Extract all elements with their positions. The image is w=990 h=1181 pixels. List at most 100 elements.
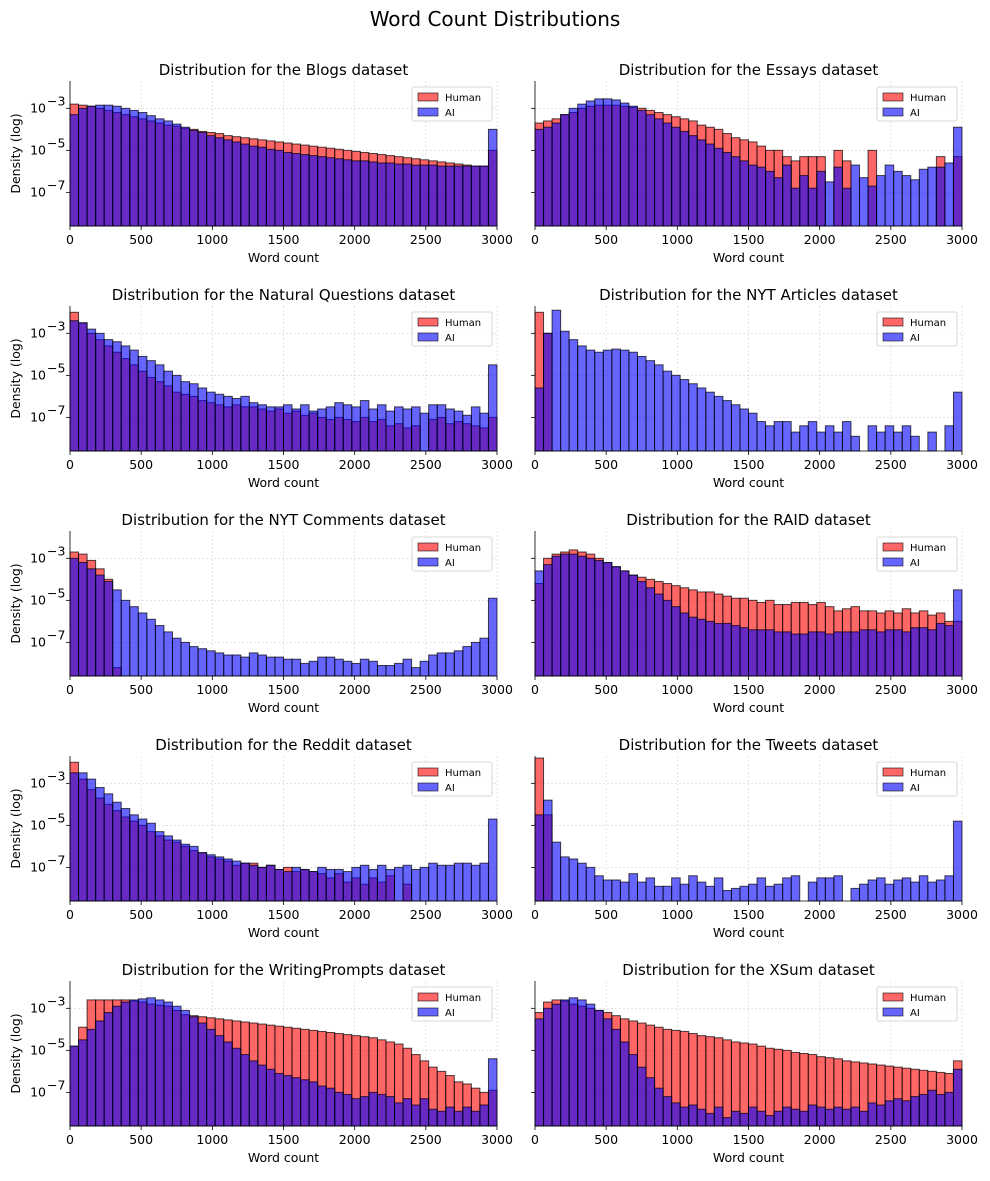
bar-ai [628,1054,638,1127]
legend-label-human: Human [445,93,481,104]
bar-ai [274,868,284,902]
bar-ai [910,435,920,452]
x-tick-label: 3000 [946,457,978,472]
bar-ai [952,391,963,452]
legend-swatch-ai [882,332,904,342]
bar-ai [163,631,173,677]
bar-ai [645,587,656,677]
bar-ai [112,1005,122,1127]
bar-ai [730,156,741,227]
bar-ai [308,871,319,902]
bar-ai [180,641,191,677]
bar-ai [112,589,122,677]
bar-ai [816,1106,826,1127]
bar-ai [308,155,319,227]
bar-ai [927,431,937,452]
bar-ai [807,421,818,452]
bar-ai [688,875,698,902]
bar-ai [351,662,361,677]
legend: Human AI [876,761,958,797]
bar-ai [180,1009,191,1127]
figure-title: Word Count Distributions [370,7,621,31]
y-tick-label: 10 [30,1000,46,1015]
bar-ai [197,131,208,227]
bar-ai [619,570,630,677]
legend: Human AI [876,86,958,122]
bar-ai [231,397,242,452]
x-tick-label: 3000 [481,457,513,472]
x-tick-label: 2500 [410,682,442,697]
bar-ai [120,808,131,902]
bar-ai [884,425,895,452]
legend-label-human: Human [445,318,481,329]
bar-ai [154,118,165,227]
bar-ai [730,625,741,677]
bar-ai [300,868,310,902]
x-tick-label: 1500 [733,232,765,247]
legend-label-human: Human [445,543,481,554]
bar-ai [850,1106,861,1127]
legend-label-ai: AI [445,1008,455,1019]
bar-ai [274,1072,284,1127]
bar-human [722,1039,732,1127]
chart-panel: 0 500 1000 1500 2000 2500 3000 Word count Distri… [531,61,978,265]
bar-ai [824,633,835,677]
bar-ai [197,648,208,677]
bar-ai [662,122,673,227]
bar-ai [385,664,396,677]
y-tick-exponent: −5 [47,1035,65,1050]
legend-label-human: Human [910,318,946,329]
bar-ai [756,629,767,677]
bar-ai [436,404,447,452]
bar-ai [334,158,344,227]
bar-ai [645,114,656,227]
x-tick-label: 3000 [481,907,513,922]
legend-label-ai: AI [910,1008,920,1019]
bar-ai [824,181,835,227]
bar-ai [696,1108,707,1127]
bar-ai [722,889,732,902]
x-axis-label: Word count [248,925,319,940]
bar-ai [180,126,191,227]
bar-ai [359,160,370,227]
bar-ai [713,622,724,677]
bar-ai [748,629,758,677]
legend-swatch-ai [882,782,904,792]
bar-ai [334,658,344,677]
x-axis-label: Word count [713,925,784,940]
y-tick-exponent: −7 [47,852,65,867]
bar-ai [893,629,903,677]
legend-label-human: Human [445,993,481,1004]
bar-ai [560,330,570,452]
bar-ai [154,364,165,452]
bar-ai [611,1028,621,1127]
bar-ai [696,618,707,677]
bar-ai [419,412,430,452]
x-axis-label: Word count [713,1150,784,1165]
legend-label-ai: AI [910,783,920,794]
bar-ai [137,355,148,452]
bar-ai [816,170,826,227]
bar-ai [560,114,570,227]
legend: Human AI [411,311,493,347]
bar-ai [368,868,378,902]
x-tick-label: 0 [531,1132,539,1147]
bar-ai [901,1100,912,1127]
bar-ai [180,843,191,902]
bar-ai [394,866,404,902]
bar-ai [799,425,809,452]
bar-ai [910,1096,920,1127]
bar-ai [543,332,553,452]
x-tick-label: 500 [129,1132,153,1147]
bar-ai [594,98,604,227]
bar-ai [206,650,216,677]
y-tick-label: 10 [30,142,46,157]
bar-ai [248,145,259,227]
bar-ai [944,875,954,902]
bar-ai [730,887,741,902]
bar-ai [291,1077,302,1127]
bar-ai [833,1106,843,1127]
bar-ai [636,1066,647,1127]
